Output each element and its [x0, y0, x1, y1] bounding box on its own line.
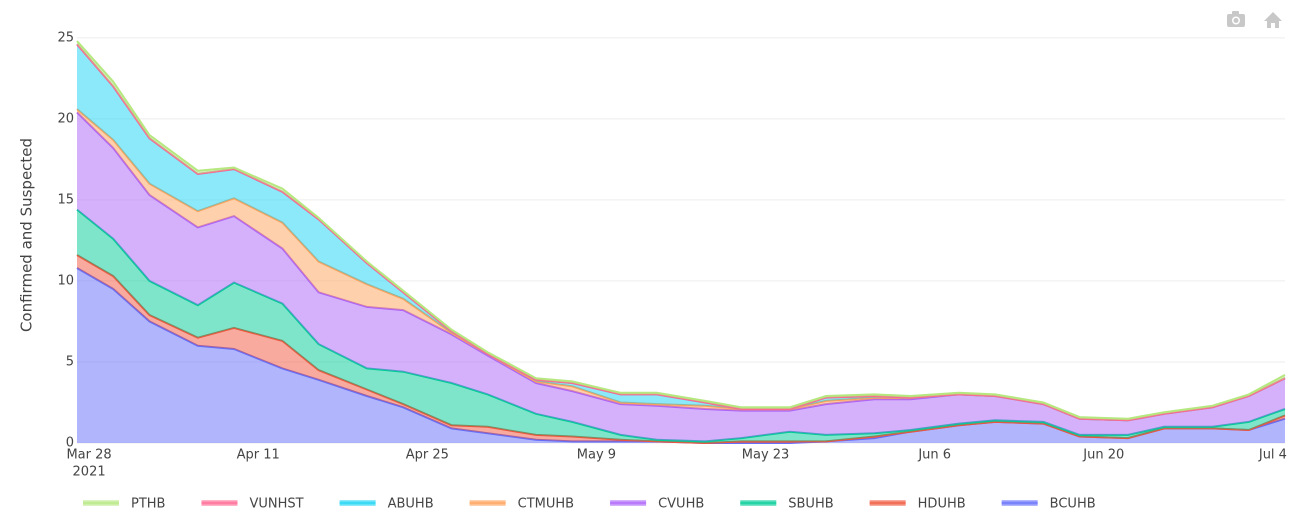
y-tick-label: 0 — [66, 436, 74, 451]
legend-swatch-fill — [1001, 500, 1038, 506]
legend-item: BCUHB — [1001, 497, 1096, 512]
x-tick-label: May 23 — [742, 448, 790, 463]
legend-item: PTHB — [83, 497, 165, 512]
y-axis-title: Confirmed and Suspected — [18, 138, 36, 332]
x-tick-label: Jul 4 — [1258, 448, 1287, 463]
x-tick-label: Jun 6 — [917, 448, 951, 463]
legend-item: HDUHB — [869, 497, 966, 512]
legend-swatch-fill — [869, 500, 906, 506]
x-tick-label: May 9 — [577, 448, 616, 463]
legend-item: VUNHST — [201, 497, 304, 512]
legend-label: HDUHB — [918, 497, 966, 512]
y-tick-label: 15 — [57, 192, 74, 207]
area-fill — [77, 209, 1285, 443]
legend-item: CVUHB — [610, 497, 704, 512]
legend-item: CTMUHB — [469, 497, 574, 512]
home-icon[interactable] — [1264, 12, 1282, 28]
x-tick-label: Apr 25 — [406, 448, 449, 463]
legend-label: CTMUHB — [518, 497, 574, 512]
x-tick-label: Mar 28 — [66, 448, 111, 463]
modebar — [1227, 11, 1282, 28]
legend-swatch-fill — [740, 500, 777, 506]
area-fill — [77, 268, 1285, 443]
legend-swatch-fill — [469, 500, 506, 506]
legend-label: CVUHB — [658, 497, 704, 512]
area-fill — [77, 112, 1285, 442]
x-tick-label: Jun 20 — [1082, 448, 1124, 463]
legend-swatch-fill — [339, 500, 376, 506]
legend-swatch-fill — [610, 500, 647, 506]
area-line — [76, 40, 1286, 420]
x-tick-label: Apr 11 — [237, 448, 280, 463]
legend-label: BCUHB — [1050, 497, 1096, 512]
area-fill — [77, 44, 1285, 421]
y-tick-label: 25 — [57, 30, 74, 45]
y-tick-label: 5 — [66, 354, 74, 369]
legend-label: VUNHST — [249, 497, 303, 512]
legend-label: ABUHB — [388, 497, 434, 512]
area-fill — [77, 109, 1285, 421]
y-tick-label: 20 — [57, 111, 74, 126]
camera-icon[interactable] — [1227, 11, 1245, 27]
legend-item: SBUHB — [740, 497, 834, 512]
legend-swatch-fill — [201, 500, 238, 506]
legend-label: SBUHB — [788, 497, 833, 512]
x-year-label: 2021 — [73, 465, 106, 480]
y-tick-label: 10 — [57, 273, 74, 288]
legend-swatch-fill — [83, 500, 119, 506]
legend-label: PTHB — [131, 497, 165, 512]
area-fill — [77, 255, 1285, 443]
legend-item: ABUHB — [339, 497, 434, 512]
